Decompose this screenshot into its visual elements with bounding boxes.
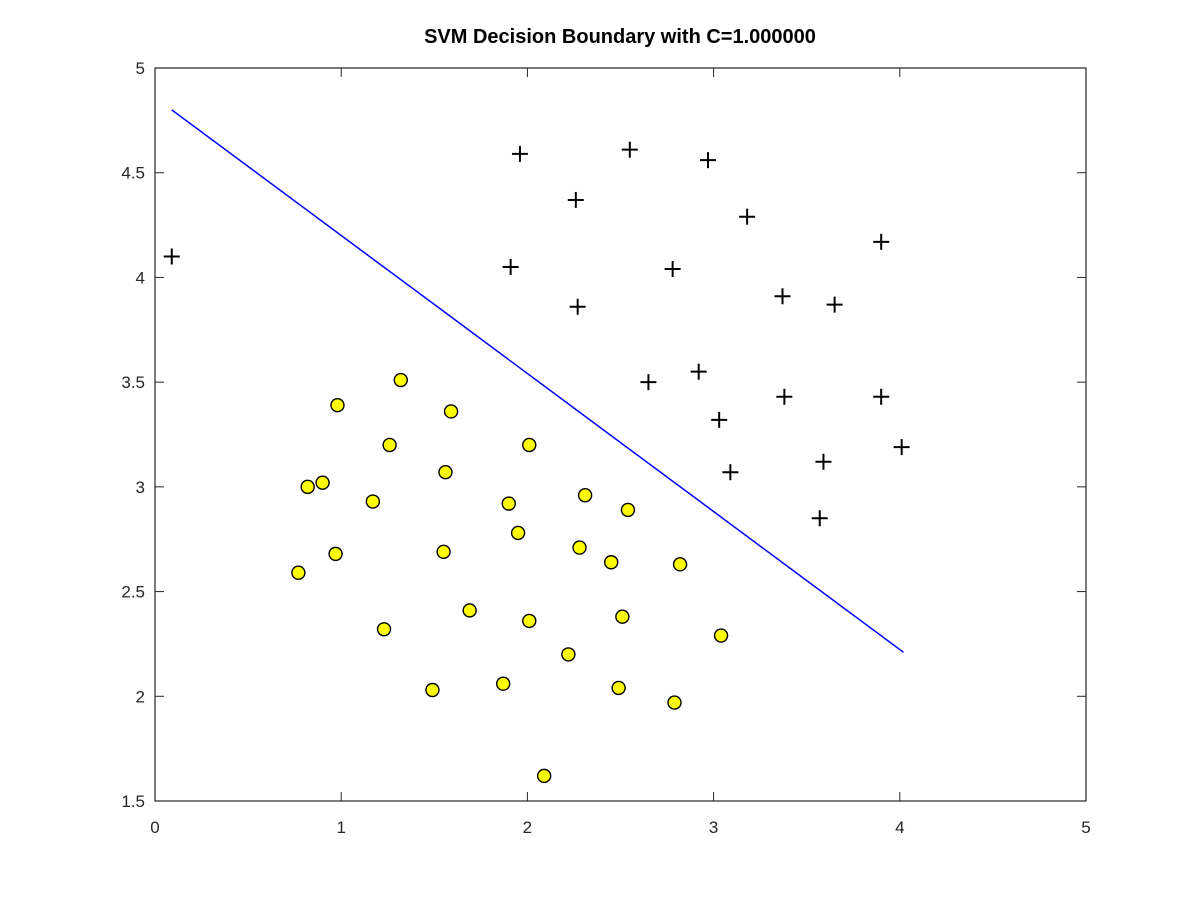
- positive-point-marker: [511, 145, 528, 162]
- y-tick-label: 3.5: [121, 373, 145, 392]
- plot-area: [163, 109, 910, 784]
- x-tick-label: 5: [1081, 818, 1090, 837]
- y-tick-label: 5: [136, 59, 145, 78]
- y-tick-label: 3: [136, 478, 145, 497]
- negative-point-marker: [501, 496, 516, 511]
- negative-point-marker: [495, 676, 511, 691]
- negative-point-marker: [667, 695, 682, 710]
- negative-point-marker: [330, 397, 345, 413]
- negative-point-marker: [536, 768, 552, 784]
- positive-point-marker: [502, 258, 519, 275]
- positive-point-marker: [815, 453, 832, 470]
- positive-point-marker: [774, 288, 791, 305]
- negative-point-marker: [561, 647, 576, 662]
- positive-point-marker: [776, 388, 793, 405]
- positive-point-marker: [700, 152, 717, 169]
- negative-point-marker: [522, 613, 537, 629]
- negative-point-marker: [462, 603, 477, 618]
- x-tick-label: 2: [523, 818, 532, 837]
- positive-point-marker: [569, 298, 586, 315]
- negative-point-marker: [438, 464, 453, 480]
- negative-point-marker: [315, 475, 330, 490]
- positive-point-marker: [811, 510, 828, 527]
- negative-point-marker: [365, 494, 381, 509]
- positive-point-marker: [873, 388, 890, 405]
- positive-point-marker: [893, 439, 910, 456]
- negative-point-marker: [611, 680, 626, 696]
- chart-title: SVM Decision Boundary with C=1.000000: [424, 26, 816, 48]
- decision-boundary-line: [171, 109, 904, 653]
- positive-point-marker: [711, 411, 728, 428]
- y-tick-label: 4.5: [121, 164, 145, 183]
- y-tick-label: 2.5: [121, 583, 145, 602]
- positive-point-marker: [826, 296, 843, 313]
- negative-point-marker: [510, 525, 526, 541]
- positive-point-marker: [567, 191, 584, 208]
- negative-point-marker: [577, 488, 593, 503]
- y-tick-label: 1.5: [121, 792, 145, 811]
- x-tick-label: 4: [895, 818, 904, 837]
- x-tick-label: 1: [336, 818, 345, 837]
- axes-box: [154, 67, 1087, 802]
- x-tick-label: 0: [150, 818, 159, 837]
- y-tick-label: 2: [136, 687, 145, 706]
- negative-point-marker: [672, 557, 688, 572]
- positive-point-marker: [664, 261, 681, 278]
- positive-point-marker: [722, 464, 739, 481]
- negative-point-marker: [713, 628, 729, 643]
- negative-point-marker: [425, 682, 440, 698]
- axes: 0 1 2 3 4 5 1.5 2 2.5 3 3.5 4 4.5 5: [121, 59, 1090, 837]
- negative-point-marker: [522, 437, 537, 453]
- positive-point-marker: [621, 141, 638, 158]
- negative-point-marker: [376, 622, 392, 637]
- negative-point-marker: [382, 437, 397, 453]
- negative-point-marker: [300, 479, 315, 495]
- negative-point-marker: [572, 540, 587, 555]
- negative-point-marker: [615, 609, 630, 624]
- positive-point-marker: [690, 363, 707, 380]
- positive-point-marker: [640, 374, 657, 391]
- negative-point-marker: [620, 502, 636, 518]
- positive-point-marker: [873, 233, 890, 250]
- x-tick-label: 3: [709, 818, 718, 837]
- negative-point-marker: [603, 555, 619, 570]
- y-tick-label: 4: [136, 268, 145, 287]
- negative-point-marker: [328, 546, 343, 562]
- negative-point-marker: [393, 372, 408, 388]
- negative-point-marker: [436, 544, 451, 559]
- positive-point-marker: [739, 208, 756, 225]
- negative-point-marker: [291, 565, 306, 580]
- negative-point-marker: [443, 404, 459, 419]
- positive-point-marker: [163, 248, 180, 265]
